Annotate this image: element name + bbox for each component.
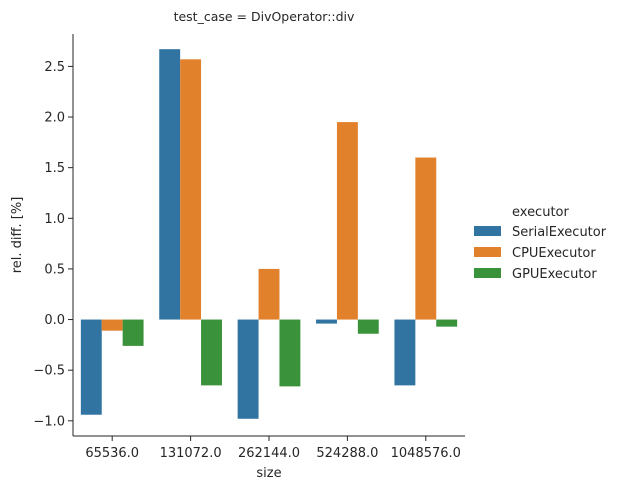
chart-title: test_case = DivOperator::div [174,9,355,24]
x-tick-label: 524288.0 [316,446,378,461]
legend-items: SerialExecutor CPUExecutor GPUExecutor [474,225,607,282]
y-tick-label: −1.0 [33,414,65,429]
legend: executor SerialExecutor CPUExecutor GPUExe… [474,205,607,282]
bar-cpuexecutor-3 [336,122,358,320]
x-axis-ticks: 65536.0 131072.0 262144.0 524288.0 1048576.0 [85,436,461,461]
bar-gpuexecutor-2 [279,319,301,387]
bar-cpuexecutor-4 [415,157,437,320]
y-tick-label: 0.0 [44,313,65,328]
bar-serialexecutor-4 [394,319,416,386]
bar-cpuexecutor-1 [180,59,202,320]
y-tick-label: 0.5 [44,262,65,277]
y-tick-label: 2.0 [44,111,65,126]
legend-swatch-serialexecutor [474,226,501,236]
bar-serialexecutor-3 [316,319,337,324]
legend-swatch-gpuexecutor [474,268,501,278]
y-tick-label: 1.5 [44,161,65,176]
legend-label-gpuexecutor: GPUExecutor [512,267,597,282]
bars-group [80,49,458,419]
legend-label-cpuexecutor: CPUExecutor [512,246,596,261]
bar-serialexecutor-0 [80,319,102,415]
bar-gpuexecutor-3 [357,319,379,334]
x-tick-label: 262144.0 [238,446,300,461]
y-axis-label: rel. diff. [%] [10,197,25,274]
bar-cpuexecutor-0 [101,319,123,331]
bar-gpuexecutor-0 [122,319,144,346]
y-tick-label: 2.5 [44,60,65,75]
x-axis-label: size [256,466,281,481]
bar-serialexecutor-1 [159,49,181,320]
x-tick-label: 65536.0 [85,446,139,461]
bar-gpuexecutor-4 [436,319,458,327]
x-tick-label: 131072.0 [160,446,222,461]
x-tick-label: 1048576.0 [391,446,461,461]
bar-cpuexecutor-2 [258,268,280,320]
bar-serialexecutor-2 [237,319,259,419]
y-axis-ticks: −1.0 −0.5 0.0 0.5 1.0 1.5 2.0 2.5 [33,60,73,429]
legend-title: executor [512,205,569,220]
bar-gpuexecutor-1 [201,319,222,386]
legend-swatch-cpuexecutor [474,247,501,257]
y-tick-label: 1.0 [44,212,65,227]
legend-label-serialexecutor: SerialExecutor [512,225,607,240]
y-tick-label: −0.5 [33,364,65,379]
